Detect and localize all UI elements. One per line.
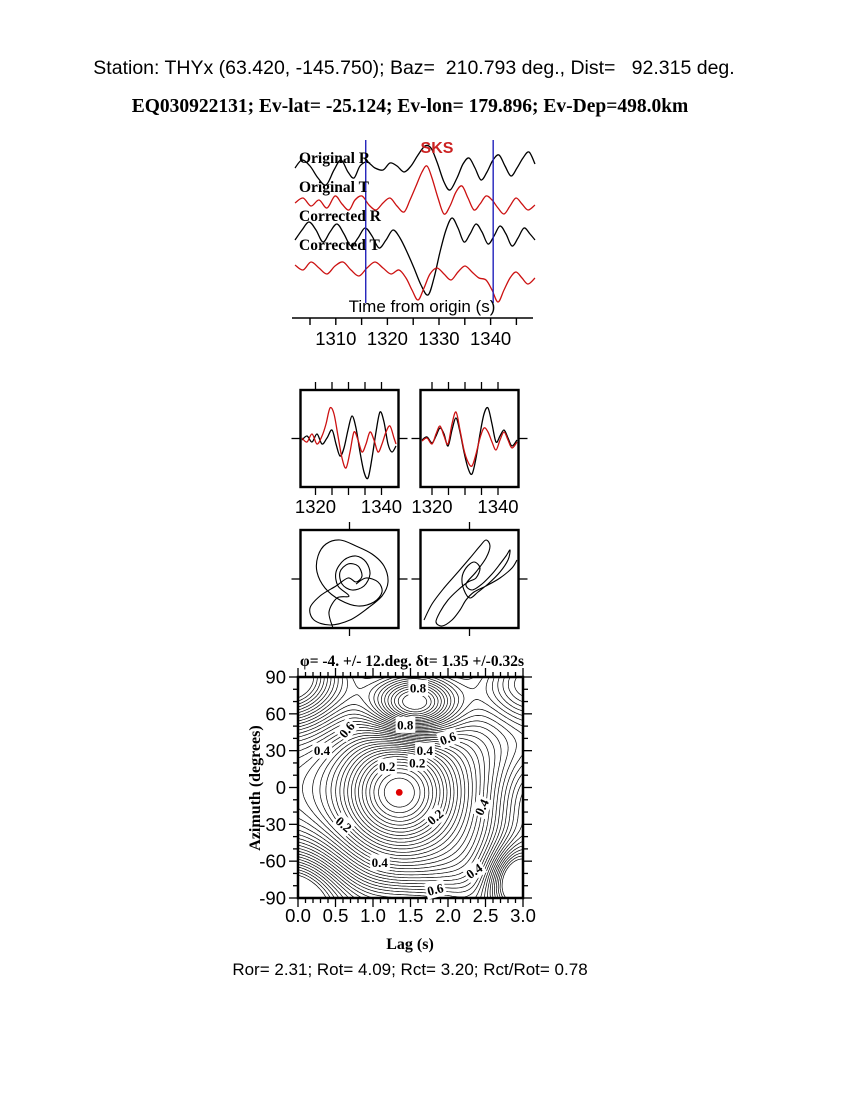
time-axis: 1310 1320 1330 1340: [292, 317, 533, 349]
azimuth-tick-label: -60: [259, 851, 286, 872]
trace-label-original-r: Original R: [299, 150, 371, 167]
time-tick-label: 1340: [470, 328, 511, 349]
particle-motion-panels: [291, 522, 528, 636]
contour-lines: [298, 677, 523, 898]
time-axis-title: Time from origin (s): [349, 297, 496, 316]
lag-tick-label: 2.0: [435, 905, 461, 926]
time-tick-label: 1310: [315, 328, 356, 349]
contour-ylabel: Azimuth (degrees): [247, 725, 264, 850]
trace-label-corrected-r: Corrected R: [299, 208, 382, 225]
lag-tick-label: 3.0: [510, 905, 536, 926]
trace-original-t: [294, 165, 536, 215]
azimuth-tick-label: -30: [259, 814, 286, 835]
particle-motion-right: [411, 522, 528, 636]
zoom-tick-label: 1340: [477, 496, 518, 517]
trace-corrected-t: [294, 261, 536, 303]
azimuth-tick-label: 90: [265, 667, 286, 688]
trace-labels: Original R Original T Corrected R Correc…: [299, 150, 382, 254]
lag-tick-label: 2.5: [473, 905, 499, 926]
event-header: EQ030922131; Ev-lat= -25.124; Ev-lon= 17…: [132, 96, 689, 117]
contour-label: 0.4: [472, 796, 493, 818]
zoom-panel-left: 1320 1340: [291, 382, 408, 517]
best-solution-dot: [395, 789, 403, 796]
contour-label: 0.2: [409, 755, 425, 770]
station-header: Station: THYx (63.420, -145.750); Baz= 2…: [93, 57, 734, 79]
zoom-panel-right: 1320 1340: [411, 382, 528, 517]
stats-footer: Ror= 2.31; Rot= 4.09; Rct= 3.20; Rct/Rot…: [232, 960, 587, 979]
contour-label: 0.8: [397, 717, 414, 732]
contour-label: 0.4: [314, 743, 331, 758]
contour-label: 0.2: [424, 806, 446, 828]
azimuth-tick-label: 0: [276, 777, 286, 798]
contour-label: 0.6: [425, 880, 445, 899]
zoom-tick-label: 1320: [295, 496, 336, 517]
lag-tick-label: 1.0: [360, 905, 386, 926]
azimuth-tick-label: 30: [265, 740, 286, 761]
contour-label: 0.8: [410, 681, 427, 696]
contour-title: φ= -4. +/- 12.deg. δt= 1.35 +/-0.32s: [300, 653, 524, 670]
contour-label: 0.4: [372, 855, 389, 870]
lag-tick-label: 1.5: [398, 905, 424, 926]
trace-label-original-t: Original T: [299, 179, 370, 196]
analysis-window-lines: [365, 140, 494, 303]
lag-tick-label: 0.0: [285, 905, 311, 926]
trace-corrected-r: [294, 217, 536, 296]
contour-label: 0.6: [438, 728, 459, 748]
time-tick-label: 1330: [418, 328, 459, 349]
zoom-tick-label: 1340: [361, 496, 402, 517]
zoom-waveform-panels: 1320 1340 1320 1340: [291, 382, 528, 517]
azimuth-tick-label: -90: [259, 888, 286, 909]
contour-value-labels: 0.80.6 0.80.60.4 0.40.2 0.20.40.20.20.4 0.40…: [312, 680, 494, 900]
trace-label-corrected-t: Corrected T: [299, 237, 380, 254]
trace-original-r: [294, 144, 536, 191]
contour-xlabel: Lag (s): [386, 936, 434, 953]
contour-label: 0.2: [379, 759, 395, 774]
error-surface-contour-plot: 0.0 0.5 1.0 1.5 2.0 2.5 3.0 90 60 30 0 -30 -60 -90 0.8…: [259, 667, 536, 927]
azimuth-tick-label: 60: [265, 703, 286, 724]
phase-label-sks: SKS: [421, 140, 454, 157]
lag-tick-label: 0.5: [323, 905, 349, 926]
waveform-traces: [294, 144, 536, 303]
contour-label: 0.4: [417, 743, 434, 758]
particle-motion-left: [291, 522, 408, 636]
time-tick-label: 1320: [367, 328, 408, 349]
zoom-tick-label: 1320: [411, 496, 452, 517]
